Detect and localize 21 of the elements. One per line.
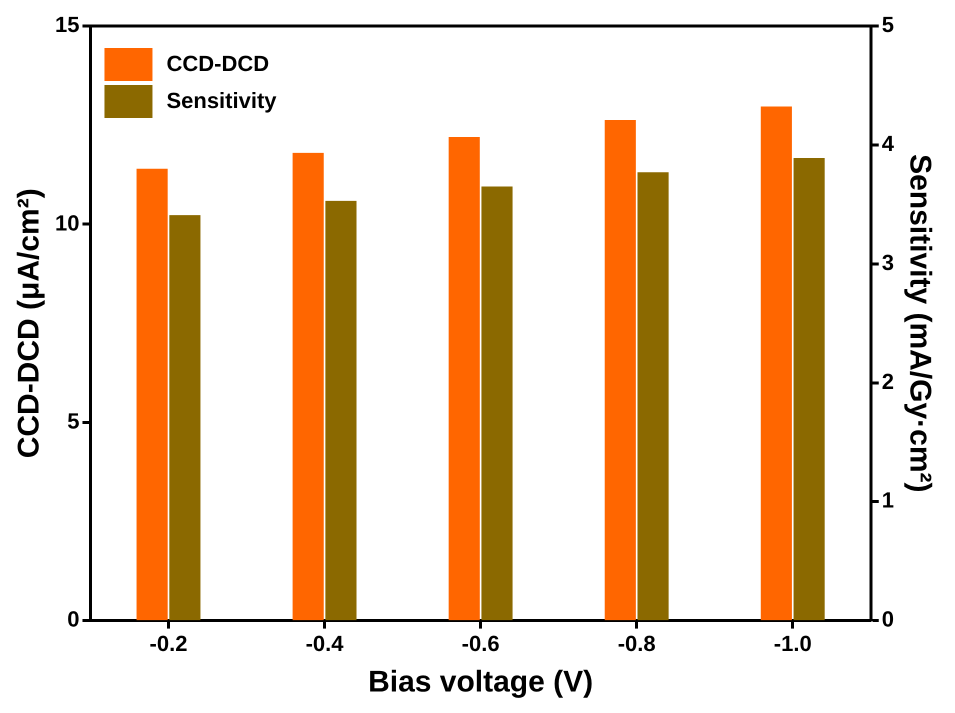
x-tick-label: -0.8 bbox=[618, 630, 656, 656]
y2-tick-label: 4 bbox=[882, 130, 895, 156]
y-tick-label: 0 bbox=[67, 606, 80, 632]
y2-axis-title: Sensitivity (mA/Gy·cm²) bbox=[904, 154, 937, 493]
y2-tick-label: 3 bbox=[882, 250, 894, 275]
y2-tick-label: 1 bbox=[882, 488, 894, 513]
x-tick-label: -0.2 bbox=[150, 630, 188, 656]
y-tick-label: 5 bbox=[67, 408, 80, 434]
y-axis-title: CCD-DCD (μA/cm²) bbox=[12, 188, 46, 458]
y-tick-label: 15 bbox=[54, 12, 80, 38]
x-tick-label: -1.0 bbox=[774, 630, 812, 656]
legend-label: CCD-DCD bbox=[166, 51, 270, 76]
y2-tick-label: 0 bbox=[882, 606, 894, 632]
y2-tick-label: 2 bbox=[882, 368, 894, 394]
bar bbox=[794, 158, 825, 620]
x-tick-label: -0.6 bbox=[462, 630, 500, 656]
x-tick-label: -0.4 bbox=[306, 630, 344, 656]
x-axis-title: Bias voltage (V) bbox=[368, 665, 594, 698]
y-tick-label: 10 bbox=[54, 210, 80, 236]
y2-tick-label: 5 bbox=[882, 12, 894, 38]
legend-label: Sensitivity bbox=[166, 88, 278, 114]
